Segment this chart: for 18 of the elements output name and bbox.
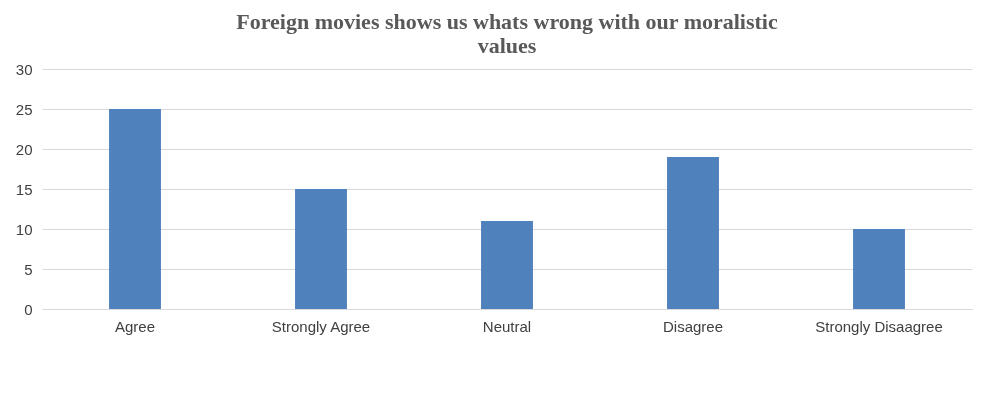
bar bbox=[481, 221, 533, 309]
x-tick-label: Strongly Agree bbox=[271, 317, 371, 335]
y-tick-label: 30 bbox=[15, 60, 33, 78]
bar bbox=[295, 189, 347, 309]
x-tick-label: Neutral bbox=[482, 317, 532, 335]
y-tick-label: 15 bbox=[15, 180, 33, 198]
x-tick-label: Agree bbox=[114, 317, 156, 335]
y-tick-label: 25 bbox=[15, 100, 33, 118]
bar bbox=[109, 109, 161, 309]
chart-title: Foreign movies shows us whats wrong with our moralistic values bbox=[236, 9, 778, 58]
x-tick-label: Disagree bbox=[662, 317, 724, 335]
x-tick-label: Strongly Disaagree bbox=[815, 317, 943, 335]
y-tick-label: 20 bbox=[15, 140, 33, 158]
y-tick-label: 10 bbox=[15, 220, 33, 238]
y-tick-label: 5 bbox=[24, 260, 33, 278]
bar bbox=[853, 229, 905, 309]
y-tick-label: 0 bbox=[24, 300, 33, 318]
bar bbox=[667, 157, 719, 309]
